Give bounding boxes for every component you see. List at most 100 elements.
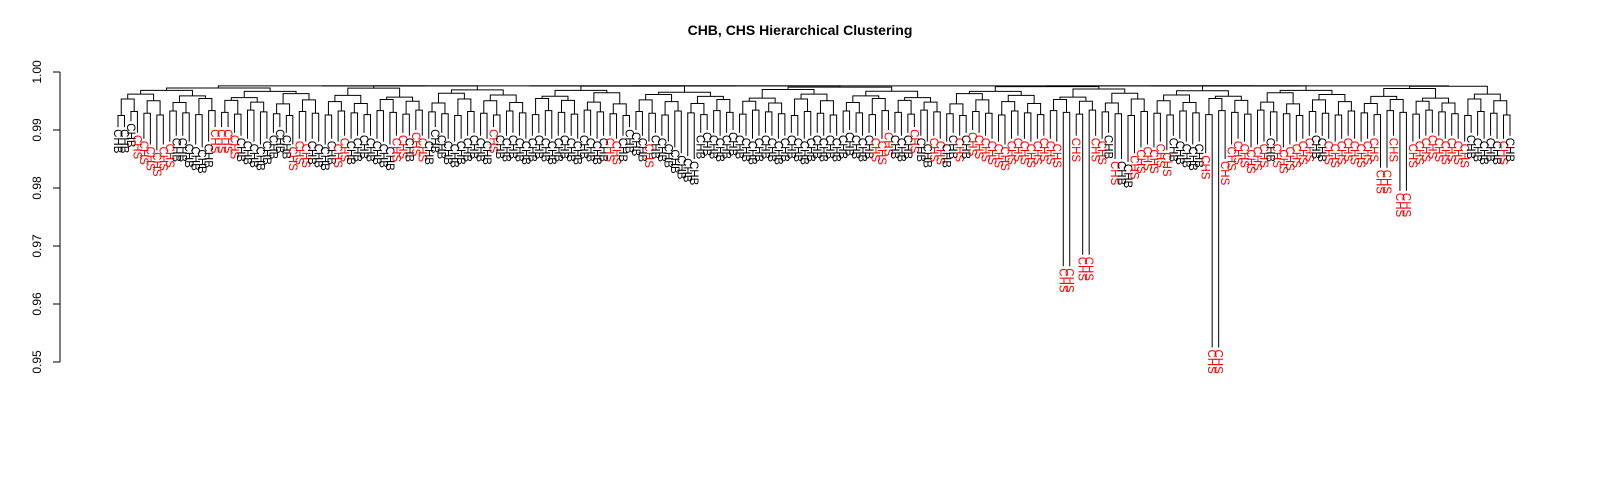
leaf-label: CHB xyxy=(584,138,596,163)
leaf-label: CHS xyxy=(1076,257,1088,282)
dendrogram-branch xyxy=(713,110,721,136)
leaf-label: CHB xyxy=(914,138,926,163)
leaf-label: CHS xyxy=(985,141,997,166)
leaf-label: CHS xyxy=(1095,141,1107,166)
dendrogram-branch xyxy=(1234,99,1249,115)
dendrogram-branch xyxy=(687,112,695,159)
leaf-label: CHS xyxy=(1328,144,1340,169)
leaf-label: CHB xyxy=(551,138,563,163)
leaf-label: CHS xyxy=(487,129,499,154)
dendrogram-branch xyxy=(379,98,394,113)
leaf-label: CHB xyxy=(661,144,673,169)
dendrogram-branch xyxy=(742,100,757,115)
dendrogram-branch xyxy=(1163,94,1191,103)
leaf-label: CHS xyxy=(992,144,1004,169)
leaf-label: CHB xyxy=(1166,138,1178,163)
leaf-label: CHS xyxy=(1089,138,1101,163)
leaf-label: CHS xyxy=(927,138,939,163)
leaf-label: CHB xyxy=(195,149,207,174)
leaf-label: CHB xyxy=(538,138,550,163)
dendrogram-branch xyxy=(554,89,608,97)
dendrogram-branch xyxy=(172,102,187,113)
dendrogram-branch xyxy=(1214,95,1242,101)
leaf-label: CHB xyxy=(1102,135,1114,160)
dendrogram-branches xyxy=(117,85,1511,348)
leaf-label: CHS xyxy=(1270,144,1282,169)
leaf-label: CHS xyxy=(1399,193,1411,218)
dendrogram-branch xyxy=(852,95,880,103)
leaf-label: CHB xyxy=(791,138,803,163)
dendrogram-branch xyxy=(1399,111,1407,191)
leaf-label: CHB xyxy=(422,141,434,166)
leaf-label: CHB xyxy=(681,158,693,183)
leaf-label: CHS xyxy=(875,141,887,166)
dendrogram-branch xyxy=(800,93,828,101)
leaf-label: CHB xyxy=(247,144,259,169)
leaf-label: CHB xyxy=(357,135,369,160)
leaf-label: CHB xyxy=(493,135,505,160)
dendrogram-branch xyxy=(405,100,420,115)
dendrogram-branch xyxy=(120,98,135,116)
y-tick-label: 0.96 xyxy=(30,292,44,316)
dendrogram-branch xyxy=(907,113,915,133)
leaf-label: CHB xyxy=(169,138,181,163)
dendrogram-branch xyxy=(1182,102,1197,113)
leaf-label: CHB xyxy=(687,161,699,186)
dendrogram-branch xyxy=(645,94,673,102)
dendrogram-branch xyxy=(198,98,213,115)
leaf-label: CHS xyxy=(1445,138,1457,163)
leaf-label: CHB xyxy=(745,141,757,166)
dendrogram-branch xyxy=(1282,113,1291,148)
dendrogram-branch xyxy=(1266,92,1294,104)
dendrogram-branch xyxy=(179,95,206,103)
chart-title: CHB, CHS Hierarchical Clustering xyxy=(688,22,913,38)
leaf-label: CHB xyxy=(312,144,324,169)
dendrogram-branch xyxy=(1412,113,1420,142)
dendrogram-branch xyxy=(871,98,886,115)
dendrogram-branch xyxy=(221,111,229,128)
dendrogram-branch xyxy=(140,89,193,96)
leaf-label: CHB xyxy=(1309,135,1321,160)
leaf-label: CHB xyxy=(1186,147,1198,172)
leaf-label: CHS xyxy=(603,138,615,163)
leaf-label: CHB xyxy=(817,138,829,163)
leaf-label: CHB xyxy=(532,135,544,160)
leaf-label: CHB xyxy=(713,138,725,163)
dendrogram-branch xyxy=(1363,102,1378,115)
dendrogram-branch xyxy=(1360,112,1369,142)
leaf-label: CHS xyxy=(1037,138,1049,163)
leaf-label: CHB xyxy=(525,138,537,163)
leaf-label: CHS xyxy=(1160,152,1172,177)
leaf-label: CHS xyxy=(1011,138,1023,163)
dendrogram-branch xyxy=(690,102,705,115)
leaf-label: CHB xyxy=(752,138,764,163)
dendrogram-branch xyxy=(1104,102,1119,114)
leaf-label: CHB xyxy=(176,138,188,163)
dendrogram-branch xyxy=(794,98,809,116)
leaf-label: CHB xyxy=(117,129,129,154)
dendrogram-branch xyxy=(489,94,517,103)
leaf-label: CHB xyxy=(1173,141,1185,166)
leaf-label: CHB xyxy=(720,135,732,160)
dendrogram-branch xyxy=(1007,94,1035,104)
leaf-label: CHB xyxy=(545,141,557,166)
y-axis: 0.95 0.96 0.97 0.98 0.99 1.00 xyxy=(30,60,61,374)
dendrogram-branch xyxy=(363,114,372,136)
dendrogram-branch xyxy=(428,111,436,139)
leaf-label: CHB xyxy=(376,144,388,169)
dendrogram-branch xyxy=(1059,96,1087,102)
leaf-label: CHS xyxy=(1004,141,1016,166)
leaf-label: CHB xyxy=(733,135,745,160)
dendrogram-branch xyxy=(1049,110,1058,142)
dendrogram-branch xyxy=(842,110,851,133)
dendrogram-branch xyxy=(505,110,514,136)
dendrogram-branch xyxy=(739,113,747,136)
leaf-label: CHS xyxy=(299,144,311,169)
leaf-label: CHS xyxy=(881,132,893,157)
dendrogram-branch xyxy=(544,110,553,139)
dendrogram-branch xyxy=(700,114,708,133)
leaf-label: CHB xyxy=(266,135,278,160)
leaf-label: CHS xyxy=(130,135,142,160)
dendrogram-branch xyxy=(580,85,686,93)
leaf-label: CHB xyxy=(597,138,609,163)
